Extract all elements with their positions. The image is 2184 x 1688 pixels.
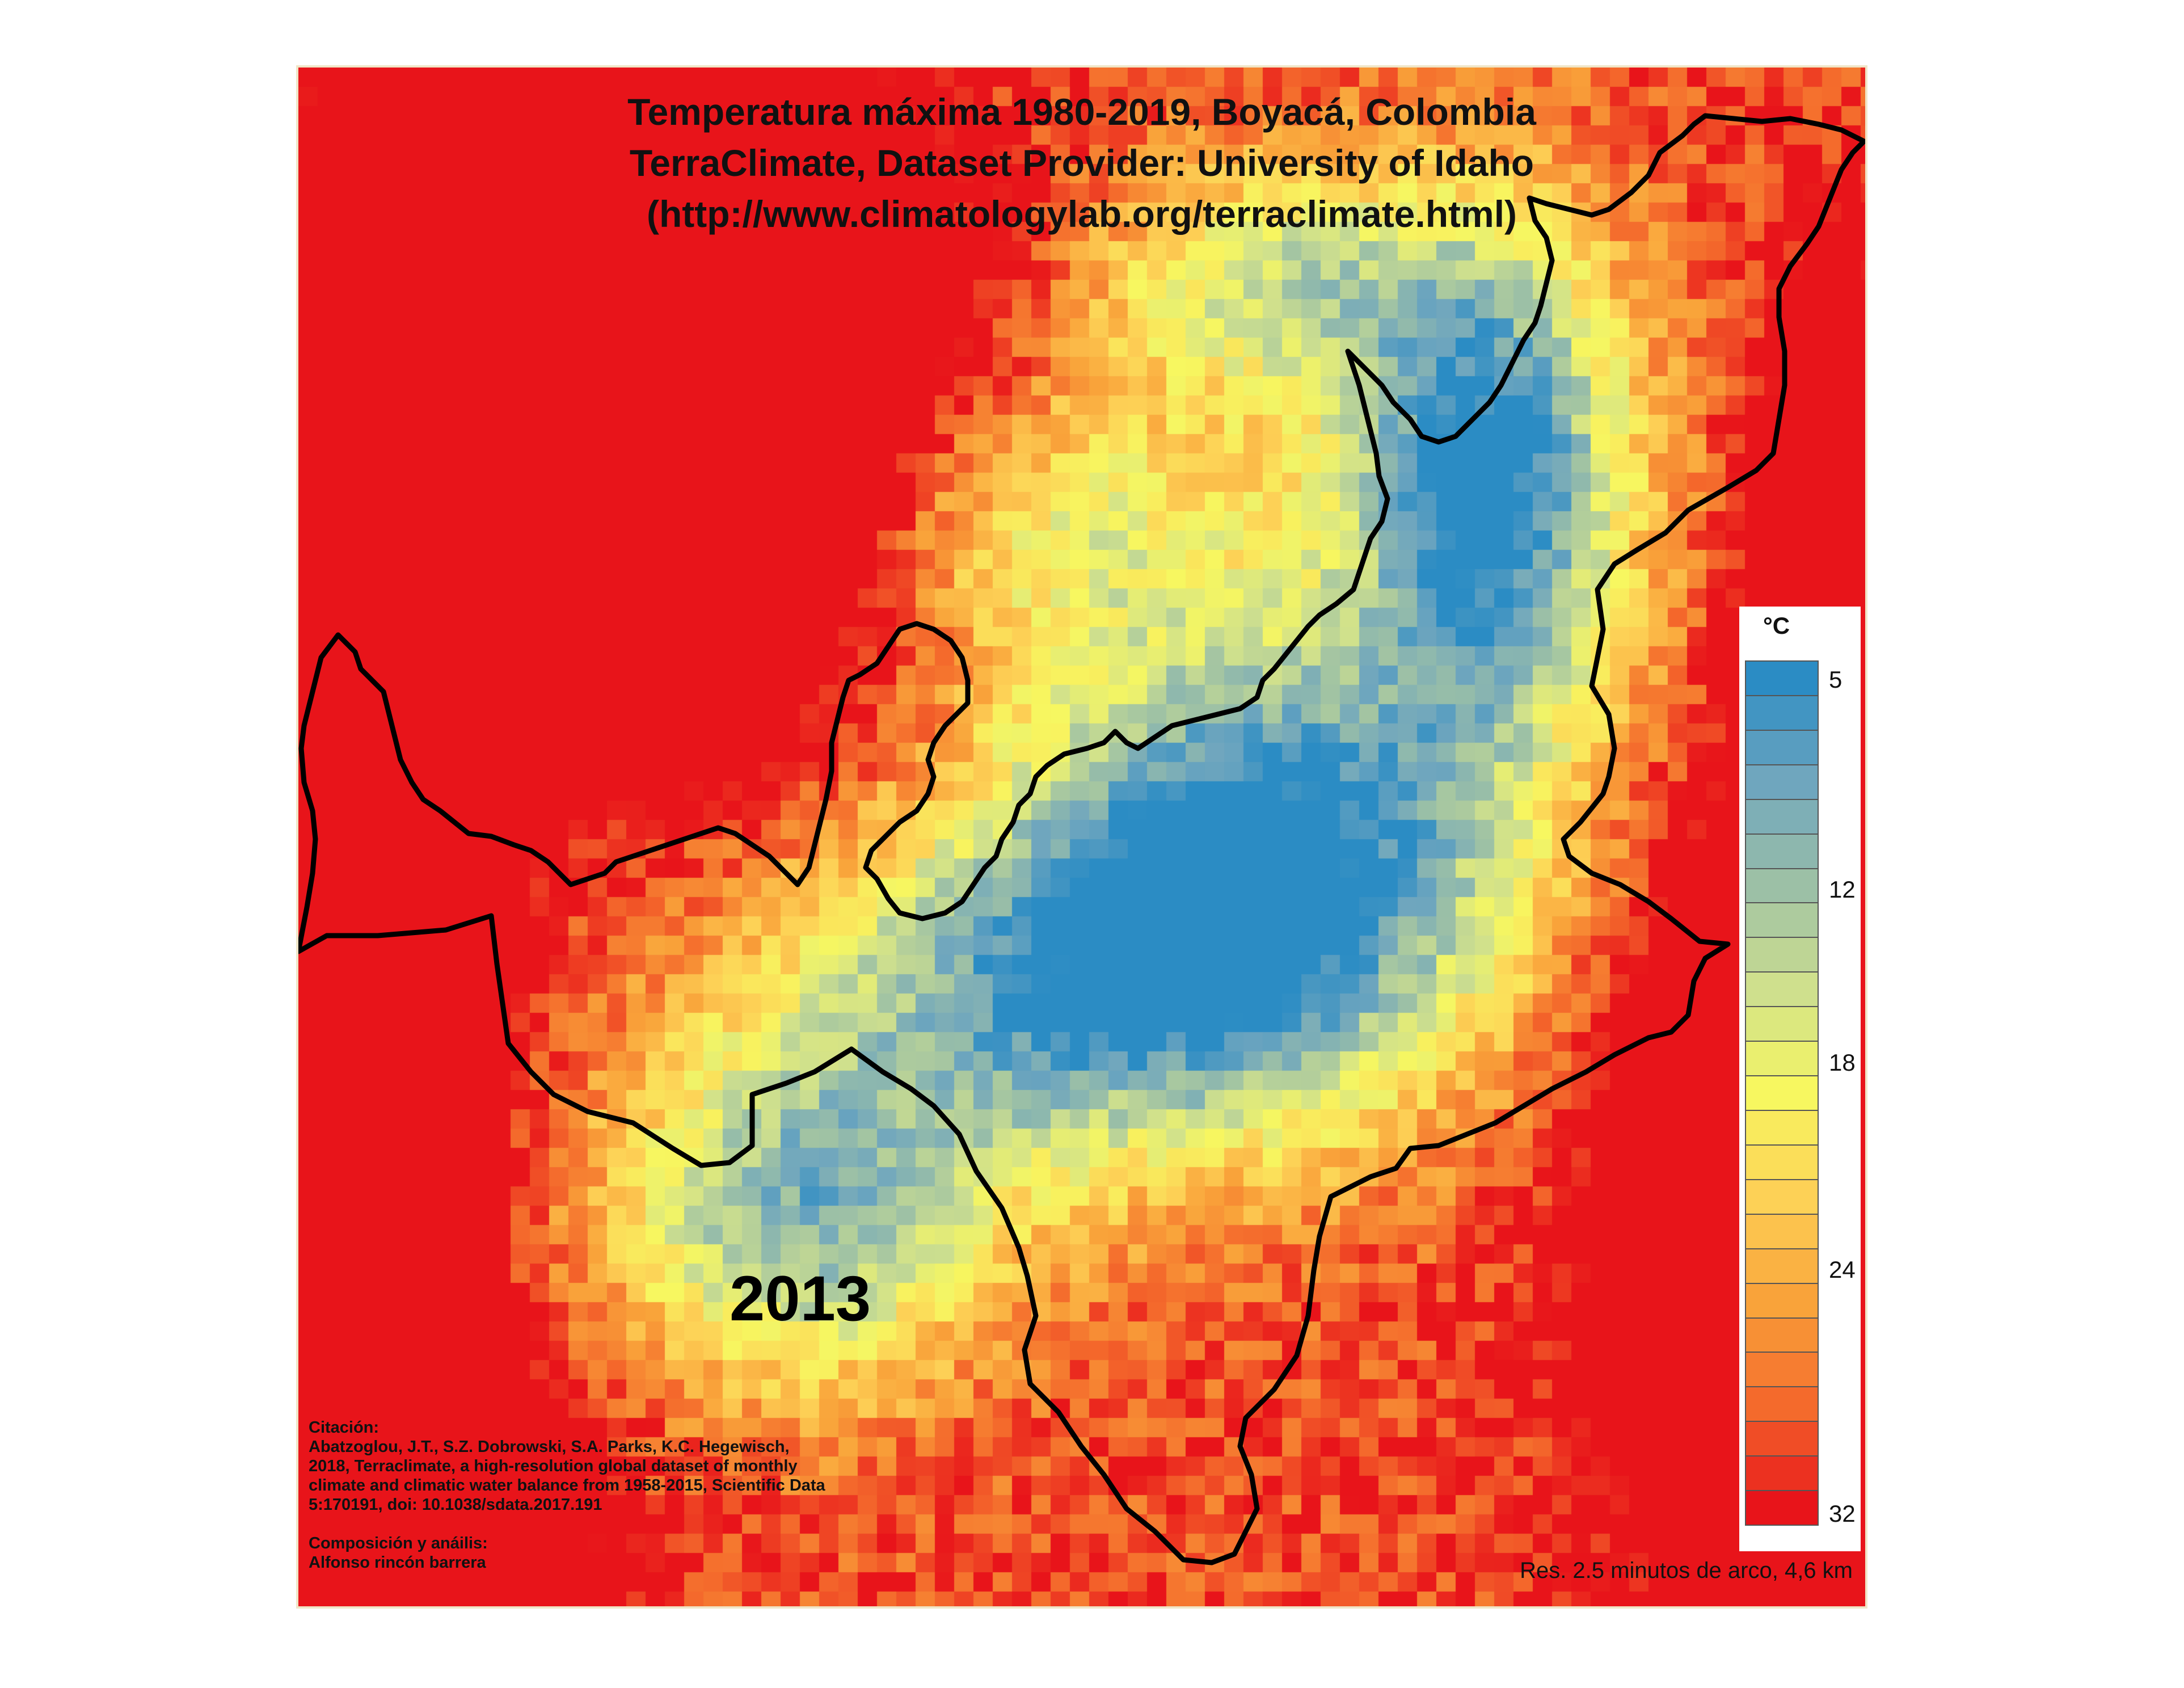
legend-bin: [1746, 1422, 1818, 1457]
citation-line: 5:170191, doi: 10.1038/sdata.2017.191: [309, 1496, 602, 1514]
legend-bin: [1746, 1180, 1818, 1215]
legend-bin: [1746, 1283, 1818, 1319]
legend-tick-5: 5: [1829, 666, 1843, 693]
citation-line: Citación:: [309, 1418, 380, 1437]
resolution-note: Res. 2.5 minutos de arco, 4,6 km: [1520, 1558, 1853, 1583]
citation-line: Alfonso rincón barrera: [309, 1554, 486, 1572]
legend-bin: [1746, 1387, 1818, 1422]
legend-tick-18: 18: [1829, 1049, 1856, 1076]
legend-bin: [1746, 1249, 1818, 1284]
legend-tick-32: 32: [1829, 1500, 1856, 1527]
map-source-url: (http://www.climatologylab.org/terraclim…: [646, 193, 1517, 235]
citation-block: Citación: Abatzoglou, J.T., S.Z. Dobrows…: [309, 1418, 825, 1572]
map-title: Temperatura máxima 1980-2019, Boyacá, Co…: [627, 91, 1536, 133]
year-label: 2013: [730, 1263, 871, 1334]
legend-bin: [1746, 1145, 1818, 1180]
legend-bin: [1746, 973, 1818, 1008]
legend-bin: [1746, 1007, 1818, 1042]
legend-bin: [1746, 1110, 1818, 1146]
legend-bin: [1746, 1491, 1818, 1525]
legend-bin: [1746, 662, 1818, 696]
legend-color-bar: [1745, 660, 1819, 1526]
boyaca-boundary-overlay: [298, 113, 1865, 1565]
legend-tick-12: 12: [1829, 876, 1856, 903]
color-legend: °C 5 12 18 24 32: [1739, 607, 1861, 1551]
citation-line: [309, 1514, 825, 1534]
map-subtitle: TerraClimate, Dataset Provider: Universi…: [629, 142, 1534, 184]
legend-bin: [1746, 1457, 1818, 1492]
legend-bin: [1746, 869, 1818, 904]
citation-line: Composición y anáilis:: [309, 1534, 488, 1552]
legend-bin: [1746, 834, 1818, 869]
legend-bin: [1746, 938, 1818, 973]
citation-line: climate and climatic water balance from …: [309, 1476, 825, 1495]
legend-bin: [1746, 1042, 1818, 1077]
map-frame: Temperatura máxima 1980-2019, Boyacá, Co…: [296, 65, 1867, 1609]
legend-bin: [1746, 1318, 1818, 1353]
legend-bin: [1746, 1076, 1818, 1111]
legend-bin: [1746, 903, 1818, 938]
citation-line: Abatzoglou, J.T., S.Z. Dobrowski, S.A. P…: [309, 1438, 790, 1456]
legend-bin: [1746, 765, 1818, 800]
legend-bin: [1746, 799, 1818, 835]
citation-line: 2018, Terraclimate, a high-resolution gl…: [309, 1457, 798, 1475]
legend-bin: [1746, 1353, 1818, 1388]
legend-bin: [1746, 1214, 1818, 1249]
legend-bin: [1746, 696, 1818, 731]
temperature-raster: [298, 68, 1865, 1606]
legend-bin: [1746, 730, 1818, 765]
legend-unit: °C: [1763, 612, 1790, 639]
boyaca-boundary: [298, 113, 1865, 1565]
legend-tick-24: 24: [1829, 1256, 1856, 1283]
